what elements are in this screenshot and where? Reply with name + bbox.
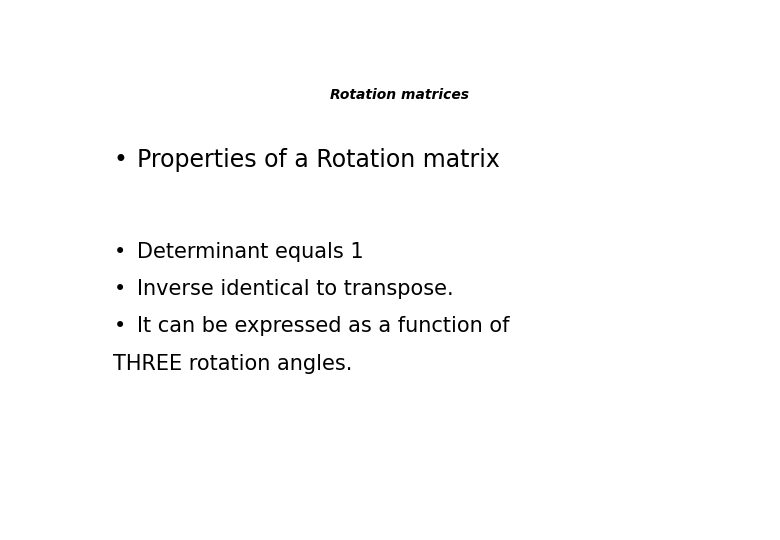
Text: •: • bbox=[114, 148, 127, 172]
Text: Properties of a Rotation matrix: Properties of a Rotation matrix bbox=[136, 148, 500, 172]
Text: •: • bbox=[115, 316, 126, 336]
Text: It can be expressed as a function of: It can be expressed as a function of bbox=[136, 316, 509, 336]
Text: •: • bbox=[115, 279, 126, 299]
Text: Determinant equals 1: Determinant equals 1 bbox=[136, 241, 363, 261]
Text: THREE rotation angles.: THREE rotation angles. bbox=[112, 354, 352, 374]
Text: Inverse identical to transpose.: Inverse identical to transpose. bbox=[136, 279, 453, 299]
Text: •: • bbox=[115, 241, 126, 261]
Text: Rotation matrices: Rotation matrices bbox=[330, 87, 470, 102]
